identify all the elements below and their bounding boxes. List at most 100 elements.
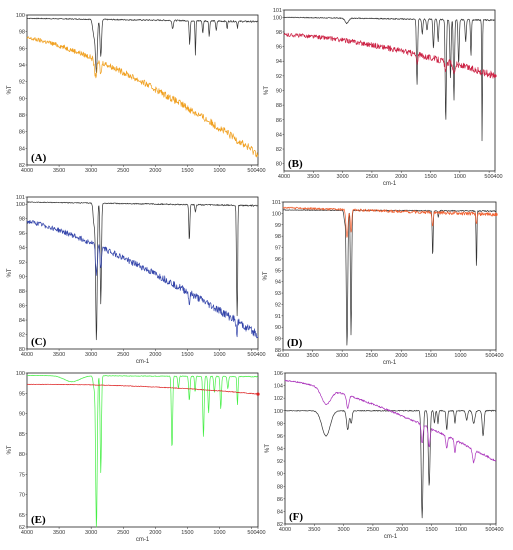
y-tick-label: 98 <box>19 30 25 36</box>
x-tick-label: 3500 <box>53 530 65 536</box>
plot-frame <box>284 372 497 525</box>
y-tick-label: 92 <box>276 74 282 80</box>
x-tick-label: 400 <box>256 530 265 536</box>
plot-frame <box>283 9 496 172</box>
x-tick-label: 2000 <box>395 353 407 359</box>
y-tick-label: 86 <box>277 497 283 503</box>
y-tick-label: 62 <box>19 525 25 531</box>
y-tick-label: 94 <box>275 280 281 286</box>
x-tick-label: 400 <box>493 174 502 180</box>
y-tick-label: 94 <box>19 63 25 69</box>
panel-2: 4000 3500 3000 2500 2000 1500 1000 500 400 101100… <box>7 195 266 365</box>
series-end-point <box>494 212 498 217</box>
y-tick-label: 80 <box>276 162 282 168</box>
y-tick-label: 82 <box>276 147 282 153</box>
y-axis-label: %T <box>7 85 13 94</box>
x-tick-label: 2500 <box>117 168 129 174</box>
y-tick-label: 94 <box>277 447 283 453</box>
x-tick-label: 1500 <box>181 352 193 358</box>
x-tick-label: 4000 <box>21 352 33 358</box>
x-tick-label: 500 <box>247 352 256 358</box>
spectrum-series-0 <box>26 17 259 73</box>
y-tick-label: 70 <box>19 493 25 499</box>
x-axis-label: cm-1 <box>384 534 398 540</box>
y-tick-label: 92 <box>19 260 25 266</box>
plot-frame <box>26 196 259 350</box>
y-tick-label: 96 <box>276 45 282 51</box>
y-tick-label: 94 <box>276 59 282 65</box>
y-tick-label: 88 <box>275 348 281 354</box>
y-tick-label: 95 <box>19 391 25 397</box>
x-tick-label: 500 <box>485 353 494 359</box>
x-tick-label: 500 <box>484 174 493 180</box>
y-tick-label: 84 <box>19 318 25 324</box>
y-tick-label: 85 <box>19 432 25 438</box>
x-tick-label: 4000 <box>277 353 289 359</box>
y-tick-label: 90 <box>275 325 281 331</box>
x-tick-label: 3500 <box>308 527 320 533</box>
panel-label: (F) <box>289 511 303 523</box>
y-tick-label: 96 <box>277 434 283 440</box>
y-tick-label: 101 <box>273 8 282 14</box>
spectrum-series-0 <box>26 201 259 341</box>
spectrum-series-1 <box>26 36 259 158</box>
x-tick-label: 400 <box>494 353 503 359</box>
y-tick-label: 80 <box>19 347 25 353</box>
spectrum-series-0 <box>284 409 497 519</box>
y-tick-label: 90 <box>276 89 282 95</box>
x-tick-label: 1000 <box>455 527 467 533</box>
x-tick-label: 2000 <box>149 530 161 536</box>
y-tick-label: 100 <box>273 15 282 21</box>
y-tick-label: 86 <box>276 118 282 124</box>
x-tick-label: 1500 <box>181 530 193 536</box>
spectrum-series-0 <box>283 16 496 142</box>
x-tick-label: 1000 <box>213 168 225 174</box>
x-axis-label: cm-1 <box>136 359 150 365</box>
y-tick-label: 98 <box>275 234 281 240</box>
y-tick-label: 94 <box>19 246 25 252</box>
x-tick-label: 1000 <box>213 352 225 358</box>
x-tick-label: 4000 <box>21 168 33 174</box>
y-tick-label: 101 <box>272 200 281 206</box>
x-tick-label: 2000 <box>149 352 161 358</box>
y-axis-label: %T <box>7 445 13 454</box>
y-tick-label: 88 <box>277 484 283 490</box>
y-tick-label: 90 <box>19 96 25 102</box>
y-tick-label: 96 <box>19 231 25 237</box>
y-tick-label: 80 <box>19 452 25 458</box>
x-tick-label: 3500 <box>307 174 319 180</box>
panel-label: (E) <box>31 514 46 526</box>
x-tick-label: 4000 <box>278 174 290 180</box>
x-tick-label: 2500 <box>117 530 129 536</box>
y-tick-label: 100 <box>16 202 25 208</box>
y-tick-label: 106 <box>274 371 283 377</box>
x-tick-label: 1000 <box>454 174 466 180</box>
x-tick-label: 2000 <box>396 527 408 533</box>
y-tick-label: 86 <box>19 130 25 136</box>
x-tick-label: 2500 <box>117 352 129 358</box>
y-axis-label: %T <box>265 444 271 453</box>
x-tick-label: 1000 <box>454 353 466 359</box>
y-tick-label: 89 <box>275 337 281 343</box>
y-tick-label: 92 <box>277 459 283 465</box>
y-tick-label: 92 <box>275 302 281 308</box>
x-tick-label: 500 <box>247 168 256 174</box>
y-tick-label: 102 <box>274 396 283 402</box>
x-axis-label: cm-1 <box>383 181 397 187</box>
y-tick-label: 88 <box>276 103 282 109</box>
spectrum-series-1 <box>283 32 496 79</box>
panel-4: 4000 3500 3000 2500 2000 1500 1000 500 400 100 95 9… <box>7 371 266 543</box>
y-tick-label: 91 <box>275 314 281 320</box>
y-tick-label: 96 <box>275 257 281 263</box>
panel-1: 4000 3500 3000 2500 2000 1500 1000 500 400 101100… <box>264 8 503 187</box>
y-tick-label: 90 <box>19 275 25 281</box>
y-tick-label: 98 <box>19 217 25 223</box>
spectrum-series-1 <box>26 220 259 339</box>
x-tick-label: 1500 <box>424 174 436 180</box>
y-tick-label: 100 <box>272 211 281 217</box>
x-tick-label: 2500 <box>366 353 378 359</box>
y-tick-label: 98 <box>276 30 282 36</box>
panel-5: 4000 3500 3000 2500 2000 1500 1000 500 400 106 104… <box>265 371 504 540</box>
